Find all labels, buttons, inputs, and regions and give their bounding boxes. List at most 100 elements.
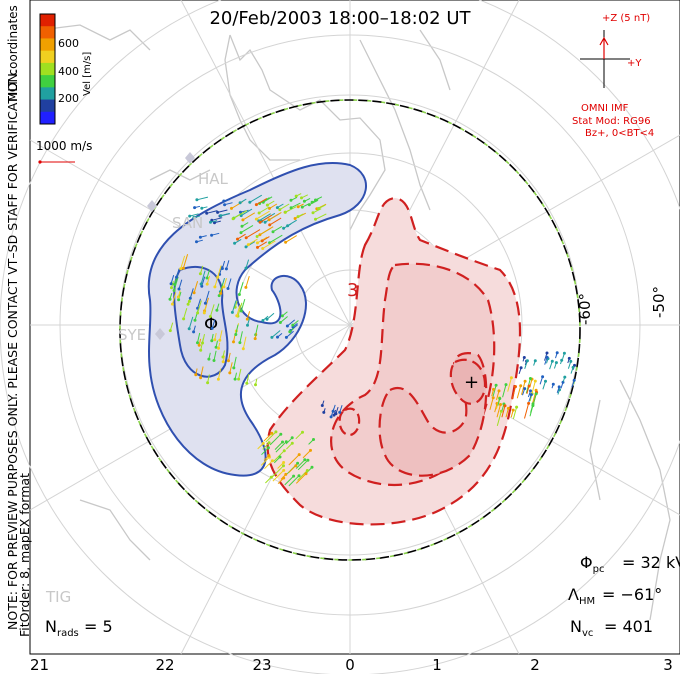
velocity-vector-origin	[196, 341, 199, 345]
velocity-vector-origin	[282, 461, 286, 464]
velocity-vector-origin	[209, 220, 212, 224]
velocity-vector-origin	[179, 267, 183, 271]
colorbar-segment	[40, 75, 55, 88]
velocity-vector	[280, 316, 288, 323]
velocity-vector-origin	[569, 359, 573, 363]
velocity-vector-origin	[181, 266, 185, 270]
station-markers	[147, 152, 195, 340]
velocity-vector-origin	[172, 289, 176, 292]
velocity-vector-origin	[232, 366, 236, 370]
svg-text:+: +	[464, 372, 479, 393]
velocity-vector-origin	[206, 381, 210, 385]
velocity-vector	[262, 442, 270, 450]
velocity-vector-origin	[194, 373, 198, 377]
velocity-vector-origin	[269, 475, 273, 479]
velocity-vector-origin	[199, 376, 203, 380]
velocity-vector	[309, 199, 319, 206]
velocity-vector-origin	[523, 387, 527, 391]
velocity-vector-origin	[271, 230, 275, 234]
velocity-vector-origin	[241, 347, 245, 351]
velocity-vector-origin	[297, 474, 301, 478]
station-sye-marker	[155, 328, 165, 340]
velocity-vector-origin	[239, 309, 243, 313]
velocity-vector-origin	[527, 384, 531, 388]
velocity-vector-origin	[212, 359, 216, 362]
velocity-vector-origin	[514, 385, 517, 389]
velocity-vector-origin	[176, 295, 180, 299]
mlt-tick-0: 0	[345, 656, 355, 674]
velocity-vector-origin	[278, 208, 282, 212]
velocity-vector-origin	[186, 302, 190, 306]
velocity-vector-origin	[296, 205, 300, 209]
velocity-vector-origin	[285, 324, 289, 328]
velocity-vector-origin	[310, 200, 314, 204]
velocity-vector-origin	[195, 240, 198, 244]
velocity-vector-origin	[246, 243, 250, 247]
velocity-vector	[274, 441, 283, 450]
velocity-vector-origin	[290, 436, 294, 440]
velocity-vector	[302, 450, 311, 459]
velocity-vector-origin	[244, 266, 248, 270]
mlt-tick-22: 22	[155, 656, 174, 674]
velocity-vector	[272, 470, 285, 482]
velocity-vector-origin	[208, 315, 212, 318]
velocity-vector	[233, 356, 237, 369]
velocity-vector	[507, 377, 512, 392]
velocity-vector-origin	[234, 333, 238, 336]
velocity-vector-origin	[227, 359, 230, 363]
velocity-vector-origin	[216, 377, 220, 381]
velocity-vector	[259, 226, 274, 236]
velocity-vector	[259, 214, 273, 223]
imf-z-label: +Z (5 nT)	[602, 13, 650, 24]
imf-vector-head	[599, 36, 609, 46]
velocity-vector-origin	[237, 293, 241, 296]
velocity-vector-origin	[265, 203, 269, 207]
velocity-vector-origin	[238, 201, 242, 205]
velocity-vector	[297, 470, 308, 481]
velocity-vector-origin	[571, 365, 575, 369]
colorbar-outline	[39, 13, 56, 125]
nvc-symbol: Nvc	[570, 617, 593, 639]
velocity-vector-origin	[257, 211, 261, 215]
colorbar-segment	[40, 26, 55, 39]
velocity-vector-origin	[192, 330, 196, 334]
velocity-vector-origin	[515, 405, 519, 409]
velocity-vector-origin	[248, 200, 252, 204]
velocity-vector-origin	[504, 383, 508, 387]
station-hal-marker	[185, 152, 195, 164]
velocity-vector-origin	[320, 404, 324, 407]
velocity-vector-origin	[187, 327, 191, 331]
velocity-vector	[264, 460, 273, 470]
velocity-vector-origin	[202, 311, 206, 315]
velocity-vector-origin	[534, 392, 538, 396]
velocity-vector-origin	[280, 314, 284, 318]
velocity-vector	[295, 473, 307, 484]
velocity-vector	[261, 447, 269, 456]
velocity-vector	[288, 465, 297, 474]
velocity-vector	[275, 441, 287, 453]
velocity-vector-origin	[173, 282, 176, 286]
velocity-vector	[178, 279, 183, 290]
velocity-vector-origin	[289, 206, 293, 210]
velocity-vector	[214, 274, 219, 288]
velocity-vector-origin	[284, 472, 288, 476]
velocity-vector-origin	[207, 357, 211, 361]
velocity-vector-origin	[529, 389, 532, 393]
velocity-vector-origin	[551, 382, 555, 386]
station-san: SAN	[172, 214, 203, 232]
velocity-vectors	[168, 193, 576, 487]
velocity-vector-origin	[168, 329, 172, 333]
colorbar-segment	[40, 50, 55, 64]
velocity-vector	[501, 405, 506, 418]
lat-label-50: -50°	[650, 286, 668, 318]
velocity-vector-origin	[525, 359, 529, 363]
velocity-vector	[240, 208, 253, 217]
velocity-vector	[245, 275, 250, 288]
velocity-vector-origin	[244, 236, 248, 240]
velocity-vector-origin	[290, 441, 294, 445]
velocity-vector	[193, 281, 199, 293]
velocity-vector	[231, 300, 237, 313]
velocity-vector	[229, 362, 233, 374]
velocity-vector	[180, 255, 186, 269]
velocity-vector-origin	[210, 233, 214, 237]
